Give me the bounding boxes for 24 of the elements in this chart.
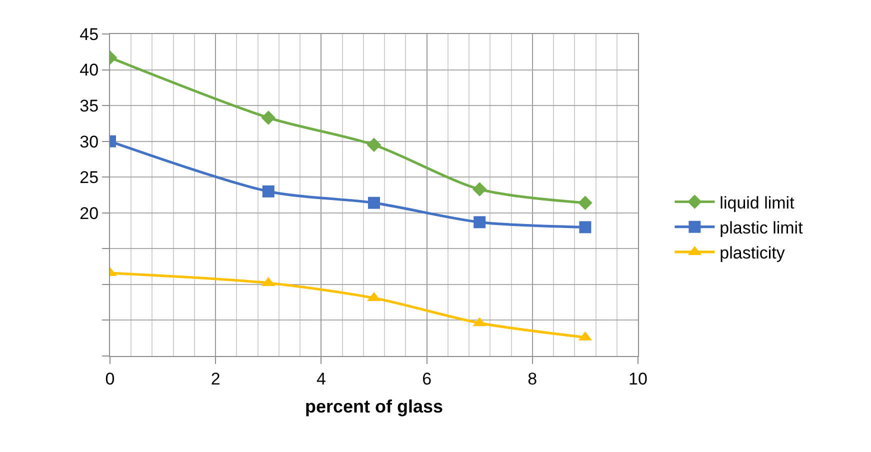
y-tick-label: 35	[80, 96, 99, 116]
y-tick-label: 25	[80, 168, 99, 188]
y-tick-label: 40	[80, 60, 99, 80]
x-tick-label: 0	[105, 369, 115, 388]
point	[262, 185, 274, 198]
point	[472, 182, 487, 196]
point	[261, 110, 276, 125]
point	[579, 221, 592, 234]
x-tick-label: 2	[210, 369, 220, 388]
x-tick-label: 10	[628, 369, 648, 388]
y-tick-label: 45	[80, 24, 99, 44]
x-tick-label: 6	[422, 369, 432, 388]
x-axis-title: percent of glass	[304, 396, 444, 416]
y-tick-label: 30	[80, 132, 99, 152]
point	[474, 216, 486, 228]
point	[366, 138, 382, 152]
point	[578, 196, 592, 210]
x-tick-label: 4	[316, 369, 326, 388]
y-tick-label: 20	[80, 204, 99, 223]
x-tick-label: 8	[528, 369, 538, 388]
legend-label: plastic limit	[720, 218, 804, 238]
legend-label: plasticity	[720, 244, 786, 263]
point	[368, 196, 380, 209]
legend-label: liquid limit	[720, 193, 795, 212]
